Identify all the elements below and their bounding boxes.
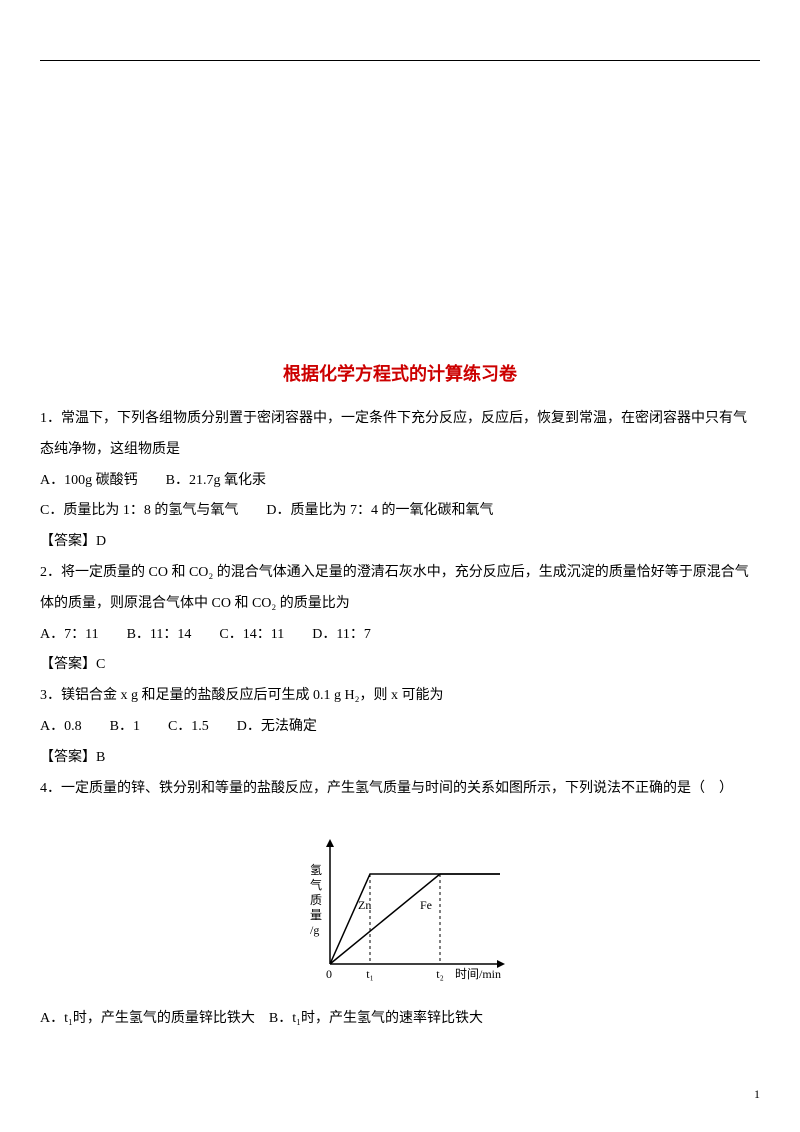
zn-series-line bbox=[330, 874, 500, 964]
hydrogen-mass-chart: 氢 气 质 量 /g 0 t₁ t₂ 时间/min bbox=[280, 814, 520, 994]
chart-container: 氢 气 质 量 /g 0 t₁ t₂ 时间/min bbox=[40, 814, 760, 994]
origin-label: 0 bbox=[326, 967, 332, 981]
q2-answer: 【答案】C bbox=[40, 650, 760, 681]
fe-series-line bbox=[330, 874, 500, 964]
y-axis-arrow-icon bbox=[326, 839, 334, 847]
q1-answer: 【答案】D bbox=[40, 527, 760, 558]
q3-options: A．0.8 B．1 C．1.5 D．无法确定 bbox=[40, 712, 760, 743]
q1-options-cd: C．质量比为 1：8 的氢气与氧气 D．质量比为 7：4 的一氧化碳和氧气 bbox=[40, 496, 760, 527]
top-divider bbox=[40, 60, 760, 61]
y-label-char-3: 质 bbox=[310, 893, 322, 907]
y-label-char-5: /g bbox=[310, 923, 319, 937]
q1-stem: 1．常温下，下列各组物质分别置于密闭容器中，一定条件下充分反应，反应后，恢复到常… bbox=[40, 404, 760, 466]
y-label-char-2: 气 bbox=[310, 877, 322, 892]
q2-options: A．7：11 B．11：14 C．14：11 D．11：7 bbox=[40, 620, 760, 651]
page-number: 1 bbox=[754, 1087, 760, 1102]
fe-series-label: Fe bbox=[420, 898, 432, 912]
q4-options-ab: A．t₁时，产生氢气的质量锌比铁大 B．t₁时，产生氢气的速率锌比铁大 bbox=[40, 1004, 760, 1035]
y-label-char-1: 氢 bbox=[310, 862, 322, 877]
page-title: 根据化学方程式的计算练习卷 bbox=[40, 360, 760, 386]
q2-stem: 2．将一定质量的 CO 和 CO₂ 的混合气体通入足量的澄清石灰水中，充分反应后… bbox=[40, 558, 760, 620]
q3-answer: 【答案】B bbox=[40, 743, 760, 774]
y-axis-label: 氢 气 质 量 /g bbox=[310, 862, 322, 937]
q3-stem: 3．镁铝合金 x g 和足量的盐酸反应后可生成 0.1 g H₂，则 x 可能为 bbox=[40, 681, 760, 712]
questions-container: 1．常温下，下列各组物质分别置于密闭容器中，一定条件下充分反应，反应后，恢复到常… bbox=[40, 404, 760, 1035]
zn-series-label: Zn bbox=[358, 898, 371, 912]
t1-tick-label: t₁ bbox=[366, 967, 374, 981]
q1-options-ab: A．100g 碳酸钙 B．21.7g 氧化汞 bbox=[40, 466, 760, 497]
q4-stem: 4．一定质量的锌、铁分别和等量的盐酸反应，产生氢气质量与时间的关系如图所示，下列… bbox=[40, 774, 760, 805]
y-label-char-4: 量 bbox=[310, 908, 322, 922]
t2-tick-label: t₂ bbox=[436, 967, 444, 981]
x-axis-label: 时间/min bbox=[455, 967, 501, 981]
